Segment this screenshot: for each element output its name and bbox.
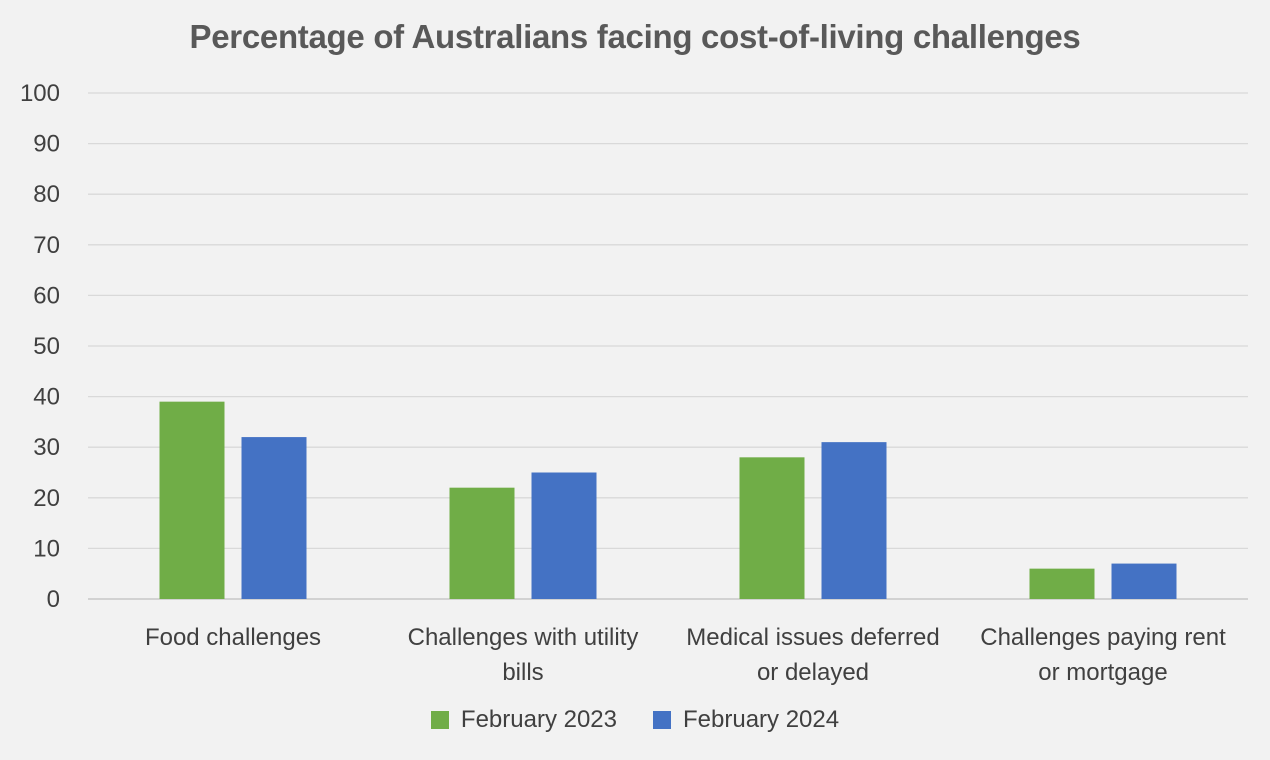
legend-swatch-series-0	[430, 711, 449, 729]
y-axis-tick-labels: 0 10 20 30 40 50 60 70 80 90 100	[20, 80, 60, 613]
y-tick-label: 30	[33, 434, 60, 461]
y-tick-label: 10	[33, 535, 60, 562]
legend-item-series-1: February 2024	[653, 706, 839, 734]
y-tick-label: 20	[33, 485, 60, 512]
bar-series-1-cat-2	[821, 442, 887, 599]
bars	[159, 401, 1177, 599]
legend-label-series-0: February 2023	[460, 706, 617, 733]
legend: February 2023 February 2024	[0, 706, 1270, 734]
y-tick-label: 80	[33, 181, 60, 208]
legend-swatch-series-1	[653, 711, 671, 729]
bar-series-0-cat-3	[1029, 568, 1095, 599]
y-tick-label: 100	[20, 80, 60, 107]
bar-series-1-cat-0	[241, 437, 307, 599]
y-tick-label: 40	[33, 384, 60, 411]
y-tick-label: 60	[33, 282, 60, 309]
x-category-label: Challenges paying rent	[980, 624, 1226, 651]
bar-series-1-cat-1	[531, 472, 597, 599]
x-category-label: Medical issues deferred	[686, 624, 939, 651]
x-category-label: Challenges with utility	[408, 624, 639, 651]
y-tick-label: 90	[33, 131, 60, 158]
bar-series-0-cat-2	[739, 457, 805, 599]
bar-series-1-cat-3	[1111, 563, 1177, 599]
bar-series-0-cat-1	[449, 487, 515, 599]
x-category-label: Food challenges	[145, 624, 321, 651]
legend-label-series-1: February 2024	[683, 706, 840, 733]
chart-title: Percentage of Australians facing cost-of…	[189, 18, 1081, 55]
x-category-label: or delayed	[757, 659, 869, 686]
x-axis-category-labels: Food challenges Challenges with utility bi…	[145, 624, 1226, 686]
x-category-label: or mortgage	[1038, 659, 1167, 686]
bar-series-0-cat-0	[159, 401, 225, 599]
y-tick-label: 0	[47, 586, 60, 613]
x-category-label: bills	[502, 659, 543, 686]
y-tick-label: 50	[33, 333, 60, 360]
y-tick-label: 70	[33, 232, 60, 259]
legend-item-series-0: February 2023	[430, 706, 617, 734]
